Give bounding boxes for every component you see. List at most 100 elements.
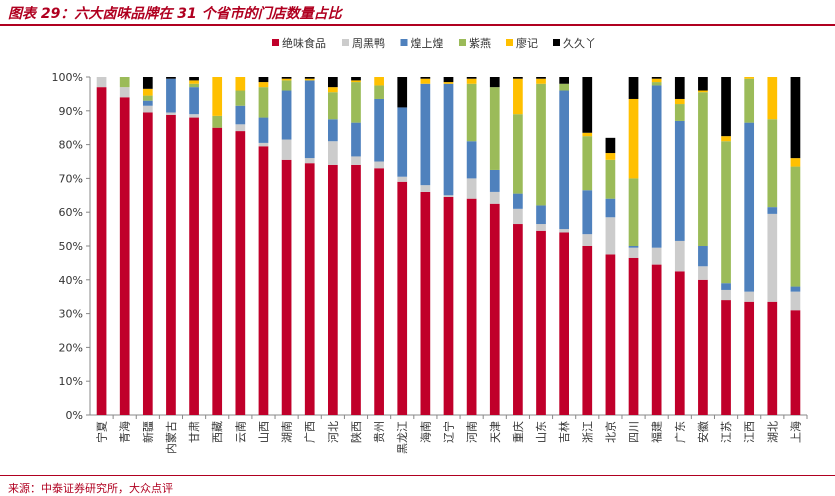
x-category-label: 青海	[118, 421, 132, 443]
bar-segment	[651, 247, 662, 265]
bar-segment	[235, 90, 246, 106]
bar-segment	[466, 83, 477, 142]
x-category-label: 天津	[489, 421, 502, 443]
x-category-label: 陕西	[349, 421, 363, 443]
bar-segment	[328, 92, 338, 120]
bar-segment	[674, 271, 685, 415]
bar-segment	[420, 83, 431, 186]
source-note: 来源：中泰证券研究所，大众点评	[8, 482, 173, 495]
bar-segment	[536, 230, 546, 415]
bar-segment	[605, 153, 616, 160]
bar-segment	[328, 141, 338, 165]
bar-segment	[489, 87, 500, 170]
bar-segment	[790, 77, 801, 159]
bar-segment	[304, 78, 315, 81]
bar-segment	[374, 77, 384, 86]
bar-segment	[674, 104, 685, 121]
bar-segment	[351, 122, 361, 157]
bar-segment	[281, 78, 292, 81]
y-tick-label: 0%	[66, 409, 83, 422]
bar-segment	[628, 246, 639, 248]
bar-segment	[744, 122, 755, 292]
bar-segment	[582, 234, 593, 246]
bar-segment	[189, 114, 199, 118]
bar-segment	[258, 117, 269, 143]
bar-segment	[235, 105, 246, 125]
bar-segment	[790, 291, 801, 311]
x-category-label: 北京	[603, 421, 617, 443]
x-category-label: 辽宁	[442, 421, 456, 443]
bar-segment	[281, 159, 292, 415]
bar-segment	[513, 78, 523, 115]
bar-segment	[258, 82, 269, 88]
legend-label: 紫燕	[469, 37, 491, 50]
x-category-label: 浙江	[581, 421, 594, 443]
bar-segment	[96, 77, 107, 88]
y-tick-label: 40%	[59, 274, 83, 287]
bar-segment	[489, 77, 500, 88]
x-category-label: 山西	[258, 421, 271, 443]
bar-segment	[744, 301, 755, 415]
bar-segment	[328, 87, 338, 93]
bar-segment	[674, 77, 685, 99]
bar-segment	[559, 229, 569, 233]
x-category-label: 云南	[234, 421, 247, 443]
bar-segment	[721, 136, 731, 142]
bar-segment	[397, 176, 408, 182]
bar-segment	[235, 131, 246, 415]
bar-segment	[142, 100, 153, 106]
bar-segment	[281, 90, 292, 140]
bar-segment	[397, 181, 408, 415]
bar-segment	[351, 82, 361, 123]
bar-segment	[536, 224, 546, 231]
bar-segment	[142, 105, 153, 113]
bar-segment	[166, 112, 176, 115]
bar-segment	[189, 83, 199, 88]
bar-segment	[351, 77, 361, 81]
bar-segment	[258, 87, 269, 118]
legend-label: 廖记	[516, 36, 538, 50]
legend-swatch	[342, 39, 349, 46]
bar-segment	[698, 279, 708, 415]
bar-segment	[212, 115, 223, 128]
bar-segment	[582, 132, 593, 137]
bar-segment	[466, 78, 477, 84]
bar-segment	[582, 136, 593, 191]
x-category-label: 广东	[674, 421, 687, 443]
bar-segment	[235, 124, 246, 132]
bar-segment	[489, 191, 500, 204]
bar-segment	[559, 77, 569, 84]
bar-segment	[605, 137, 616, 154]
bar-segment	[420, 78, 431, 84]
bar-segment	[744, 291, 755, 302]
bar-segment	[628, 77, 639, 99]
bar-segment	[674, 240, 685, 272]
bar-segment	[374, 85, 384, 99]
bar-segment	[513, 208, 523, 225]
bar-segment	[397, 107, 408, 177]
bar-segment	[628, 247, 639, 258]
bar-segment	[166, 77, 176, 79]
bar-segment	[466, 141, 477, 179]
bar-segment	[767, 301, 778, 415]
bar-segment	[119, 87, 130, 98]
x-category-label: 四川	[628, 421, 641, 443]
bar-segment	[674, 120, 685, 241]
bar-segment	[189, 77, 199, 81]
bar-segment	[189, 80, 199, 84]
bar-segment	[651, 77, 662, 79]
y-tick-label: 70%	[59, 172, 83, 185]
bar-segment	[651, 264, 662, 415]
legend-label: 周黑鸭	[352, 37, 385, 50]
bar-segment	[420, 185, 431, 192]
bar-segment	[304, 158, 315, 164]
bar-segment	[536, 78, 546, 84]
bar-segment	[397, 77, 408, 108]
bar-segment	[189, 87, 199, 115]
bar-segment	[466, 178, 477, 199]
bar-segment	[790, 166, 801, 287]
bar-segment	[374, 168, 384, 415]
bar-segment	[698, 246, 708, 267]
bar-segment	[304, 80, 315, 159]
y-tick-label: 90%	[59, 105, 83, 118]
